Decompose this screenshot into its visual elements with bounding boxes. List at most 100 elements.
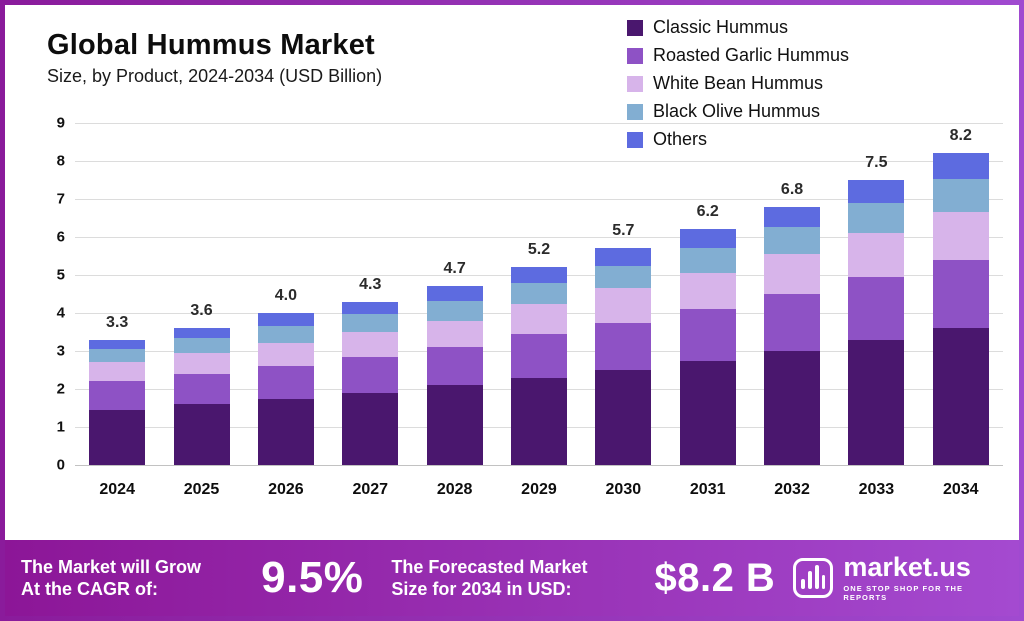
cagr-value: 9.5% (261, 553, 364, 602)
bar-total-label: 8.2 (949, 127, 972, 145)
segment-classic-hummus (679, 360, 736, 465)
segment-others (89, 339, 146, 350)
x-axis-label: 2026 (268, 481, 304, 498)
logo-tagline: ONE STOP SHOP FOR THE REPORTS (843, 584, 964, 602)
segment-roasted-garlic-hummus (510, 333, 567, 378)
segment-others (173, 328, 230, 339)
legend-item: White Bean Hummus (627, 73, 849, 94)
legend-label: Roasted Garlic Hummus (653, 45, 850, 65)
y-tick-label: 2 (56, 380, 65, 398)
bar-total-label: 4.0 (274, 287, 298, 304)
x-axis-label: 2029 (521, 481, 557, 498)
x-axis-label: 2033 (858, 481, 895, 498)
legend-swatch (627, 131, 643, 148)
legend-label: Others (653, 129, 708, 149)
segment-others (848, 180, 905, 203)
segment-white-bean-hummus (257, 343, 314, 367)
segment-black-olive-hummus (257, 326, 314, 344)
segment-roasted-garlic-hummus (426, 347, 483, 386)
segment-roasted-garlic-hummus (932, 259, 989, 329)
page-title: Global Hummus Market (47, 29, 375, 61)
segment-classic-hummus (342, 392, 399, 465)
cagr-label: The Market will Grow At the CAGR of: (21, 556, 243, 601)
segment-others (679, 229, 736, 249)
legend-item: Black Olive Hummus (627, 101, 849, 122)
legend-item: Roasted Garlic Hummus (627, 45, 849, 66)
bar-chart-icon (793, 558, 834, 598)
bar-2033: 7.5 2033 (848, 123, 905, 498)
segment-others (764, 206, 821, 227)
segment-others (342, 301, 399, 315)
segment-black-olive-hummus (89, 349, 146, 363)
logo-text: market.us (843, 552, 971, 582)
bar-total-label: 5.7 (612, 222, 635, 240)
segment-black-olive-hummus (426, 300, 483, 321)
bar-total-label: 6.8 (780, 180, 804, 198)
y-tick-label: 7 (56, 190, 65, 208)
bar-2032: 6.8 2032 (764, 123, 821, 498)
gridline (75, 199, 1003, 200)
segment-roasted-garlic-hummus (342, 356, 399, 393)
legend-item: Others (627, 129, 849, 150)
segment-white-bean-hummus (932, 212, 989, 260)
bar-total-label: 3.3 (106, 313, 129, 331)
segment-classic-hummus (510, 377, 567, 465)
segment-white-bean-hummus (595, 288, 652, 323)
segment-others (595, 248, 652, 266)
segment-classic-hummus (848, 339, 905, 465)
y-tick-label: 3 (56, 342, 65, 360)
segment-classic-hummus (257, 398, 314, 465)
segment-roasted-garlic-hummus (679, 309, 736, 361)
y-tick-label: 9 (56, 114, 65, 132)
segment-roasted-garlic-hummus (595, 322, 652, 370)
segment-roasted-garlic-hummus (764, 294, 821, 351)
segment-roasted-garlic-hummus (173, 373, 230, 405)
segment-white-bean-hummus (510, 303, 567, 334)
gridline (75, 237, 1003, 238)
x-axis-label: 2025 (183, 481, 220, 498)
segment-black-olive-hummus (764, 226, 821, 255)
gridline (75, 465, 1003, 466)
segment-white-bean-hummus (342, 332, 399, 357)
legend-label: Classic Hummus (653, 17, 789, 37)
cagr-label-line1: The Market will Grow (21, 556, 202, 577)
segment-white-bean-hummus (173, 352, 230, 374)
segment-black-olive-hummus (848, 202, 905, 234)
gridline (75, 123, 1003, 124)
segment-black-olive-hummus (595, 265, 652, 289)
segment-black-olive-hummus (932, 178, 989, 213)
legend-label: Black Olive Hummus (653, 101, 821, 121)
gridline (75, 161, 1003, 162)
segment-classic-hummus (764, 351, 821, 465)
segment-white-bean-hummus (848, 233, 905, 277)
x-axis-label: 2034 (942, 481, 979, 498)
footer-banner: The Market will Grow At the CAGR of: 9.5… (5, 540, 1019, 616)
y-tick-label: 1 (56, 418, 65, 436)
forecast-label-line2: Size for 2034 in USD: (391, 579, 572, 599)
logo-text-wrap: market.us ONE STOP SHOP FOR THE REPORTS (843, 552, 1001, 603)
legend-swatch (627, 47, 643, 64)
marketus-logo: market.us ONE STOP SHOP FOR THE REPORTS (793, 554, 1001, 602)
segment-black-olive-hummus (510, 282, 567, 304)
forecast-label-line1: The Forecasted Market (391, 556, 588, 577)
segment-white-bean-hummus (426, 320, 483, 348)
y-tick-label: 0 (56, 456, 65, 474)
segment-others (510, 267, 567, 283)
legend-swatch (627, 103, 643, 120)
segment-others (932, 153, 989, 179)
bar-2029: 5.2 2029 (510, 123, 567, 498)
bars: 3.3 2024 3.6 2025 4.0 2026 4.3 2027 4.7 2028 5.2 20… (75, 123, 1003, 498)
y-tick-label: 8 (56, 152, 65, 170)
segment-roasted-garlic-hummus (89, 381, 146, 410)
forecast-label: The Forecasted Market Size for 2034 in U… (391, 556, 636, 601)
x-axis-label: 2024 (99, 481, 135, 498)
segment-white-bean-hummus (89, 362, 146, 382)
legend: Classic Hummus Roasted Garlic Hummus White… (627, 17, 849, 150)
cagr-label-line2: At the CAGR of: (21, 579, 158, 599)
bar-total-label: 3.6 (190, 302, 213, 320)
forecast-value: $8.2 B (654, 555, 776, 600)
page-subtitle: Size, by Product, 2024-2034 (USD Billion… (47, 66, 383, 86)
segment-black-olive-hummus (342, 314, 399, 333)
